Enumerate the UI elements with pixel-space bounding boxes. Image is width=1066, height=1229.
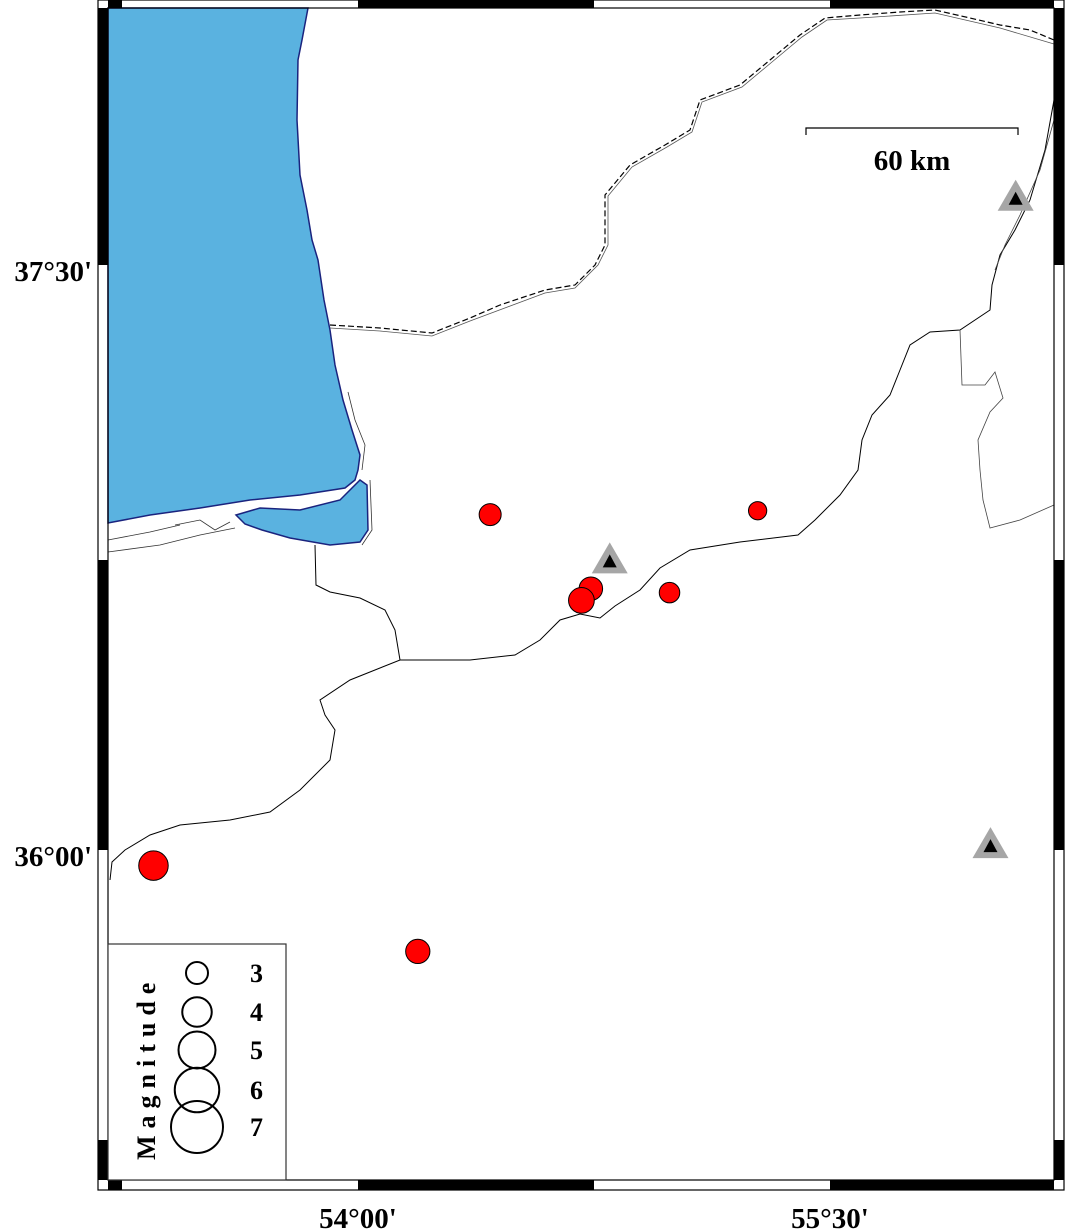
frame-segment <box>830 1180 1054 1190</box>
legend-title: Magnitude <box>132 976 161 1160</box>
spit-outline <box>107 391 373 553</box>
frame-segment <box>108 0 122 8</box>
station-triangle-icon <box>997 179 1034 211</box>
frame-segment <box>358 1180 594 1190</box>
earthquake-event <box>568 587 595 614</box>
station-triangle-icon <box>972 827 1009 859</box>
legend-circle <box>181 996 213 1028</box>
frame-segment <box>1054 1140 1064 1180</box>
lon-tick-label: 54°00' <box>319 1203 397 1229</box>
legend-circle <box>173 1066 221 1114</box>
frame-segment <box>98 8 108 265</box>
station-triangle-icon <box>591 542 628 574</box>
events-layer <box>138 501 768 965</box>
frame-segment <box>358 0 594 8</box>
earthquake-event <box>138 850 169 881</box>
lon-tick-label: 55°30' <box>791 1203 869 1229</box>
frame-segment <box>1054 8 1064 265</box>
country-border-solid <box>329 12 1055 337</box>
province-boundary-2 <box>314 544 401 661</box>
legend-circle <box>185 961 209 985</box>
frame-segment <box>98 1140 108 1180</box>
earthquake-event <box>658 581 681 604</box>
country-border <box>329 9 1055 334</box>
earthquake-event <box>748 501 768 521</box>
lat-tick-label: 37°30' <box>14 256 92 288</box>
lat-tick-label: 36°00' <box>14 841 92 873</box>
map-frame <box>97 0 1065 1191</box>
province-boundary-3 <box>959 119 1055 529</box>
magnitude-legend: Magnitude 3 4 5 6 7 <box>107 943 287 1181</box>
stations-layer <box>591 179 1034 859</box>
frame-segment <box>1054 560 1064 850</box>
frame-segment <box>830 0 1054 8</box>
earthquake-event <box>478 503 502 527</box>
frame-segment <box>108 1180 122 1190</box>
legend-label: 5 <box>250 1036 263 1065</box>
caspian-sea <box>107 7 361 524</box>
axis-labels: 54°00' 55°30' 37°30' 36°00' <box>14 256 868 1229</box>
scale-bar: 60 km <box>805 127 1019 177</box>
legend-label: 3 <box>250 959 263 988</box>
legend-label: 6 <box>250 1076 263 1105</box>
gorgan-bay <box>234 479 369 546</box>
scale-bar-label: 60 km <box>874 145 951 177</box>
legend-circle <box>170 1100 224 1154</box>
legend-label: 4 <box>250 998 263 1027</box>
legend-label: 7 <box>250 1113 263 1142</box>
earthquake-event <box>405 938 431 965</box>
frame-segment <box>98 560 108 850</box>
